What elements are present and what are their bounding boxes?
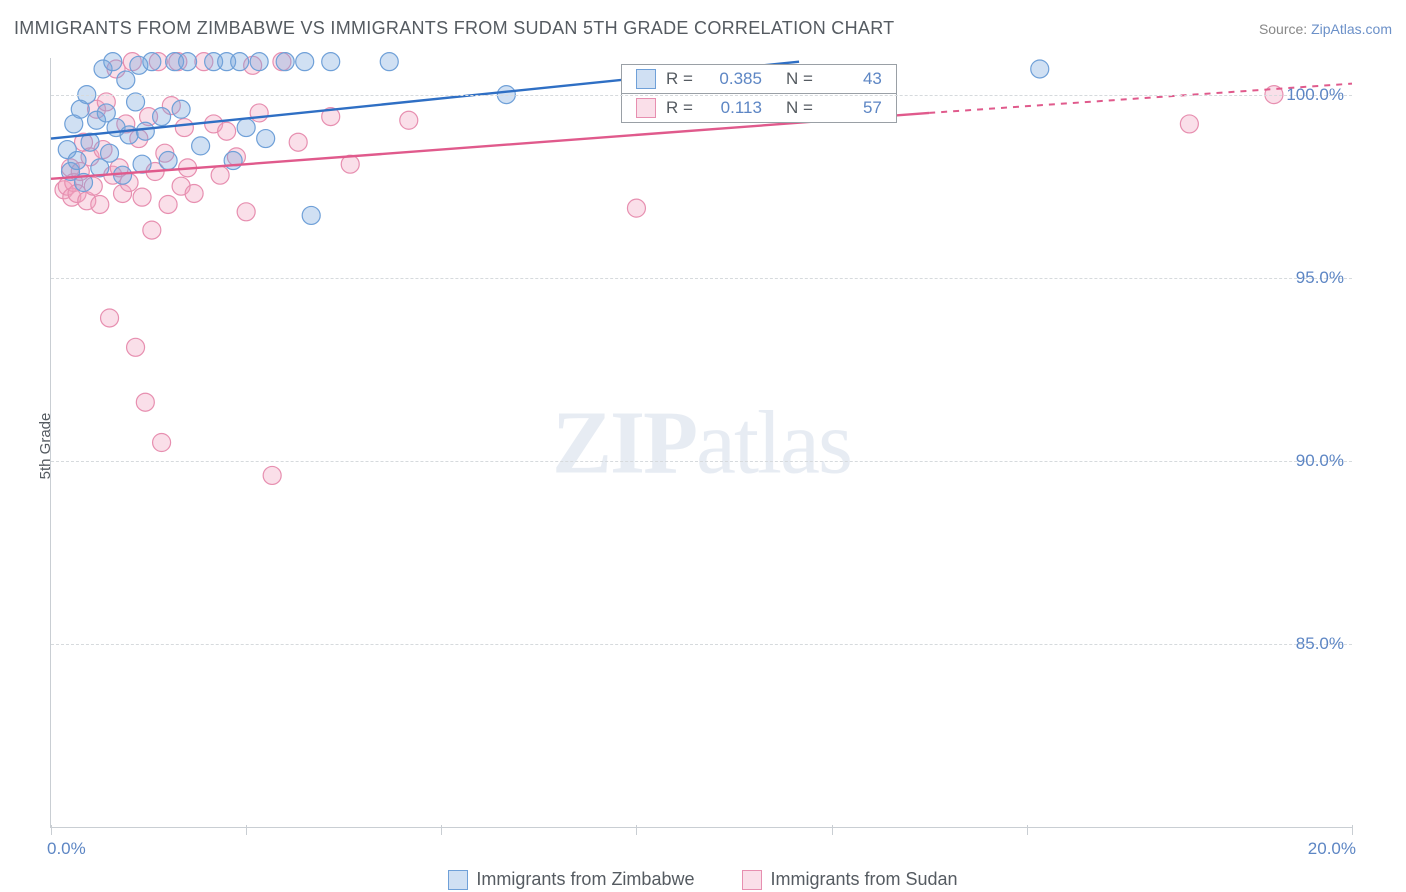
scatter-point-sudan xyxy=(237,203,255,221)
scatter-point-zimbabwe xyxy=(296,53,314,71)
scatter-point-sudan xyxy=(101,309,119,327)
x-tick xyxy=(636,825,637,835)
x-tick xyxy=(832,825,833,835)
y-tick-label: 100.0% xyxy=(1286,85,1344,105)
scatter-point-sudan xyxy=(263,466,281,484)
scatter-point-zimbabwe xyxy=(120,126,138,144)
plot-area: ZIPatlas R = 0.385 N = 43 R = 0.113 N = … xyxy=(50,58,1352,828)
scatter-point-sudan xyxy=(289,133,307,151)
scatter-point-zimbabwe xyxy=(117,71,135,89)
scatter-point-zimbabwe xyxy=(302,206,320,224)
legend-label-zimbabwe: Immigrants from Zimbabwe xyxy=(476,869,694,890)
swatch-zimbabwe xyxy=(636,69,656,89)
scatter-point-sudan xyxy=(627,199,645,217)
scatter-point-zimbabwe xyxy=(68,152,86,170)
y-tick-label: 90.0% xyxy=(1296,451,1344,471)
r-value-zimbabwe: 0.385 xyxy=(707,69,762,89)
legend-label-sudan: Immigrants from Sudan xyxy=(770,869,957,890)
r-label: R = xyxy=(666,69,693,89)
scatter-point-zimbabwe xyxy=(172,100,190,118)
n-label: N = xyxy=(786,98,813,118)
x-tick xyxy=(51,825,52,835)
scatter-point-zimbabwe xyxy=(127,93,145,111)
scatter-point-sudan xyxy=(400,111,418,129)
scatter-point-zimbabwe xyxy=(136,122,154,140)
header: IMMIGRANTS FROM ZIMBABWE VS IMMIGRANTS F… xyxy=(14,18,1392,39)
scatter-point-sudan xyxy=(127,338,145,356)
legend-correlation: R = 0.385 N = 43 R = 0.113 N = 57 xyxy=(621,64,897,123)
scatter-point-sudan xyxy=(136,393,154,411)
scatter-point-zimbabwe xyxy=(104,53,122,71)
source-attribution: Source: ZipAtlas.com xyxy=(1259,21,1392,37)
x-axis-label-max: 20.0% xyxy=(1308,839,1356,859)
scatter-point-sudan xyxy=(159,195,177,213)
x-axis-label-min: 0.0% xyxy=(47,839,86,859)
scatter-point-zimbabwe xyxy=(159,152,177,170)
x-tick xyxy=(1027,825,1028,835)
legend-bottom: Immigrants from Zimbabwe Immigrants from… xyxy=(0,869,1406,890)
chart-svg xyxy=(51,58,1352,827)
n-value-sudan: 57 xyxy=(827,98,882,118)
scatter-point-zimbabwe xyxy=(192,137,210,155)
scatter-point-sudan xyxy=(153,434,171,452)
scatter-point-zimbabwe xyxy=(257,130,275,148)
scatter-point-sudan xyxy=(185,184,203,202)
y-tick-label: 85.0% xyxy=(1296,634,1344,654)
source-value: ZipAtlas.com xyxy=(1311,21,1392,37)
scatter-point-zimbabwe xyxy=(101,144,119,162)
y-tick-label: 95.0% xyxy=(1296,268,1344,288)
scatter-point-zimbabwe xyxy=(179,53,197,71)
scatter-point-sudan xyxy=(91,195,109,213)
scatter-point-zimbabwe xyxy=(276,53,294,71)
scatter-point-zimbabwe xyxy=(231,53,249,71)
grid-line-h xyxy=(51,461,1352,462)
scatter-point-zimbabwe xyxy=(237,119,255,137)
legend-item-sudan: Immigrants from Sudan xyxy=(742,869,957,890)
scatter-point-sudan xyxy=(1180,115,1198,133)
scatter-point-zimbabwe xyxy=(153,108,171,126)
grid-line-h xyxy=(51,278,1352,279)
swatch-sudan xyxy=(636,98,656,118)
legend-row-sudan: R = 0.113 N = 57 xyxy=(622,94,896,122)
x-tick xyxy=(441,825,442,835)
scatter-point-sudan xyxy=(133,188,151,206)
scatter-point-sudan xyxy=(250,104,268,122)
scatter-point-sudan xyxy=(175,119,193,137)
legend-item-zimbabwe: Immigrants from Zimbabwe xyxy=(448,869,694,890)
chart-title: IMMIGRANTS FROM ZIMBABWE VS IMMIGRANTS F… xyxy=(14,18,894,39)
x-tick xyxy=(1352,825,1353,835)
grid-line-h xyxy=(51,644,1352,645)
scatter-point-sudan xyxy=(143,221,161,239)
grid-line-h xyxy=(51,95,1352,96)
scatter-point-zimbabwe xyxy=(143,53,161,71)
swatch-sudan-bottom xyxy=(742,870,762,890)
source-label: Source: xyxy=(1259,21,1311,37)
scatter-point-zimbabwe xyxy=(114,166,132,184)
x-tick xyxy=(246,825,247,835)
n-label: N = xyxy=(786,69,813,89)
n-value-zimbabwe: 43 xyxy=(827,69,882,89)
scatter-point-zimbabwe xyxy=(380,53,398,71)
scatter-point-zimbabwe xyxy=(322,53,340,71)
scatter-point-sudan xyxy=(218,122,236,140)
scatter-point-sudan xyxy=(211,166,229,184)
scatter-point-zimbabwe xyxy=(1031,60,1049,78)
legend-row-zimbabwe: R = 0.385 N = 43 xyxy=(622,65,896,94)
r-label: R = xyxy=(666,98,693,118)
r-value-sudan: 0.113 xyxy=(707,98,762,118)
swatch-zimbabwe-bottom xyxy=(448,870,468,890)
scatter-point-zimbabwe xyxy=(250,53,268,71)
